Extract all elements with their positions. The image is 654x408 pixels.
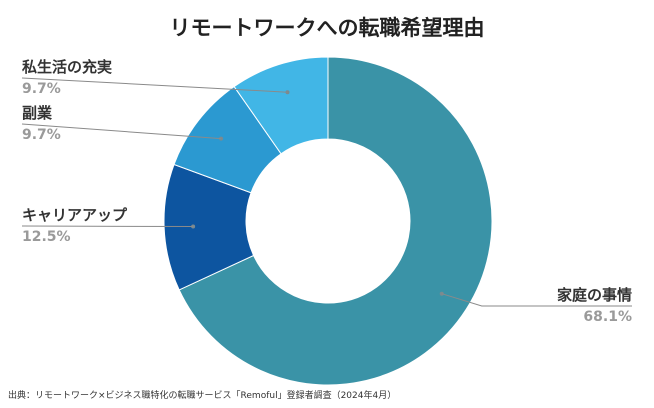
slice-label-2: 副業 <box>22 104 53 122</box>
slice-value-label-0: 68.1% <box>583 309 632 325</box>
leader-line-2 <box>21 123 222 140</box>
leader-line-1 <box>21 225 194 228</box>
slice-label-1: キャリアアップ <box>22 206 128 224</box>
slice-value-label-2: 9.7% <box>22 127 61 143</box>
chart-title: リモートワークへの転職希望理由 <box>170 16 485 40</box>
slice-label-0: 家庭の事情 <box>557 286 632 304</box>
slice-value-label-3: 9.7% <box>22 81 61 97</box>
leader-lines-group <box>21 77 632 307</box>
slice-0 <box>178 56 493 386</box>
slice-label-3: 私生活の充実 <box>21 58 112 76</box>
labels-group: 家庭の事情 68.1% キャリアアップ 12.5% 副業 9.7% 私生活の充実 9.7% <box>21 58 632 325</box>
leader-line-0 <box>441 293 632 307</box>
source-note: 出典：リモートワーク×ビジネス職特化の転職サービス「Remoful」登録者調査（… <box>8 389 396 401</box>
slice-value-label-1: 12.5% <box>22 229 71 245</box>
leader-line-3 <box>21 77 288 93</box>
slices-group <box>163 56 493 386</box>
slice-3 <box>233 56 329 155</box>
